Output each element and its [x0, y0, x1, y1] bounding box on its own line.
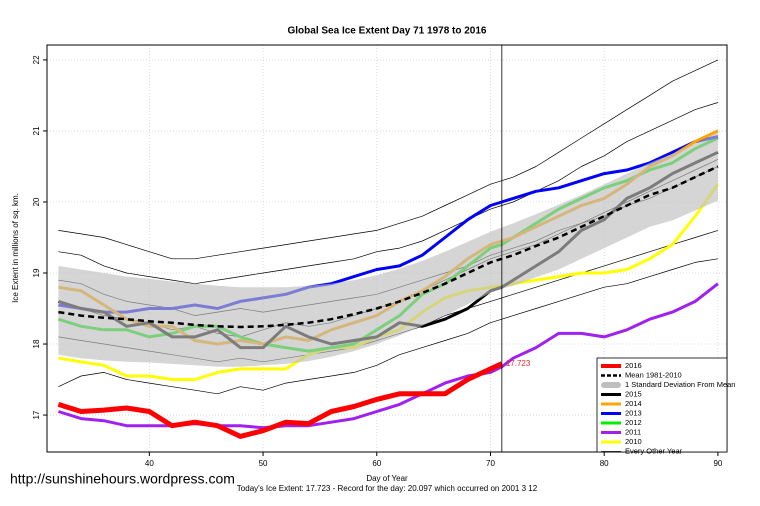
y-tick-label: 20 [32, 197, 41, 206]
sd-band [58, 132, 718, 367]
x-axis-label: Day of Year [366, 474, 408, 483]
legend-label: 2015 [625, 389, 642, 398]
legend-label: 2016 [625, 361, 642, 370]
legend-swatch [601, 382, 621, 388]
legend-label: 2012 [625, 418, 642, 427]
legend-label: 2013 [625, 408, 642, 417]
x-tick-label: 60 [372, 459, 381, 468]
x-tick-label: 50 [259, 459, 268, 468]
y-tick-label: 18 [32, 339, 41, 348]
plot-frame [46, 44, 728, 453]
y-tick-label: 19 [32, 268, 41, 277]
legend-label: 2014 [625, 399, 642, 408]
legend-label: Mean 1981-2010 [625, 370, 682, 379]
chart-title: Global Sea Ice Extent Day 71 1978 to 201… [288, 26, 487, 37]
series-line [58, 165, 719, 329]
y-tick-label: 21 [32, 126, 41, 135]
legend-label: 1 Standard Deviation From Mean [625, 380, 735, 389]
y-tick-label: 22 [32, 55, 41, 64]
x-tick-label: 70 [486, 459, 495, 468]
x-tick-label: 90 [713, 459, 722, 468]
x-tick-label: 40 [145, 459, 154, 468]
annotation: 17.723 [506, 359, 531, 368]
series-line [58, 59, 719, 260]
watermark: http://sunshinehours.wordpress.com [10, 471, 235, 487]
series-line [58, 102, 719, 285]
y-axis-label: Ice Extent in millions of sq. km. [11, 193, 20, 303]
x-tick-label: 80 [600, 459, 609, 468]
y-tick-label: 17 [32, 410, 41, 419]
legend-label: 2010 [625, 437, 642, 446]
legend-label: 2011 [625, 427, 641, 436]
footer: Today's Ice Extent: 17.723 - Record for … [237, 484, 538, 493]
series-line [57, 361, 503, 439]
series-line [58, 258, 718, 395]
legend-label: Every Other Year [625, 446, 683, 455]
